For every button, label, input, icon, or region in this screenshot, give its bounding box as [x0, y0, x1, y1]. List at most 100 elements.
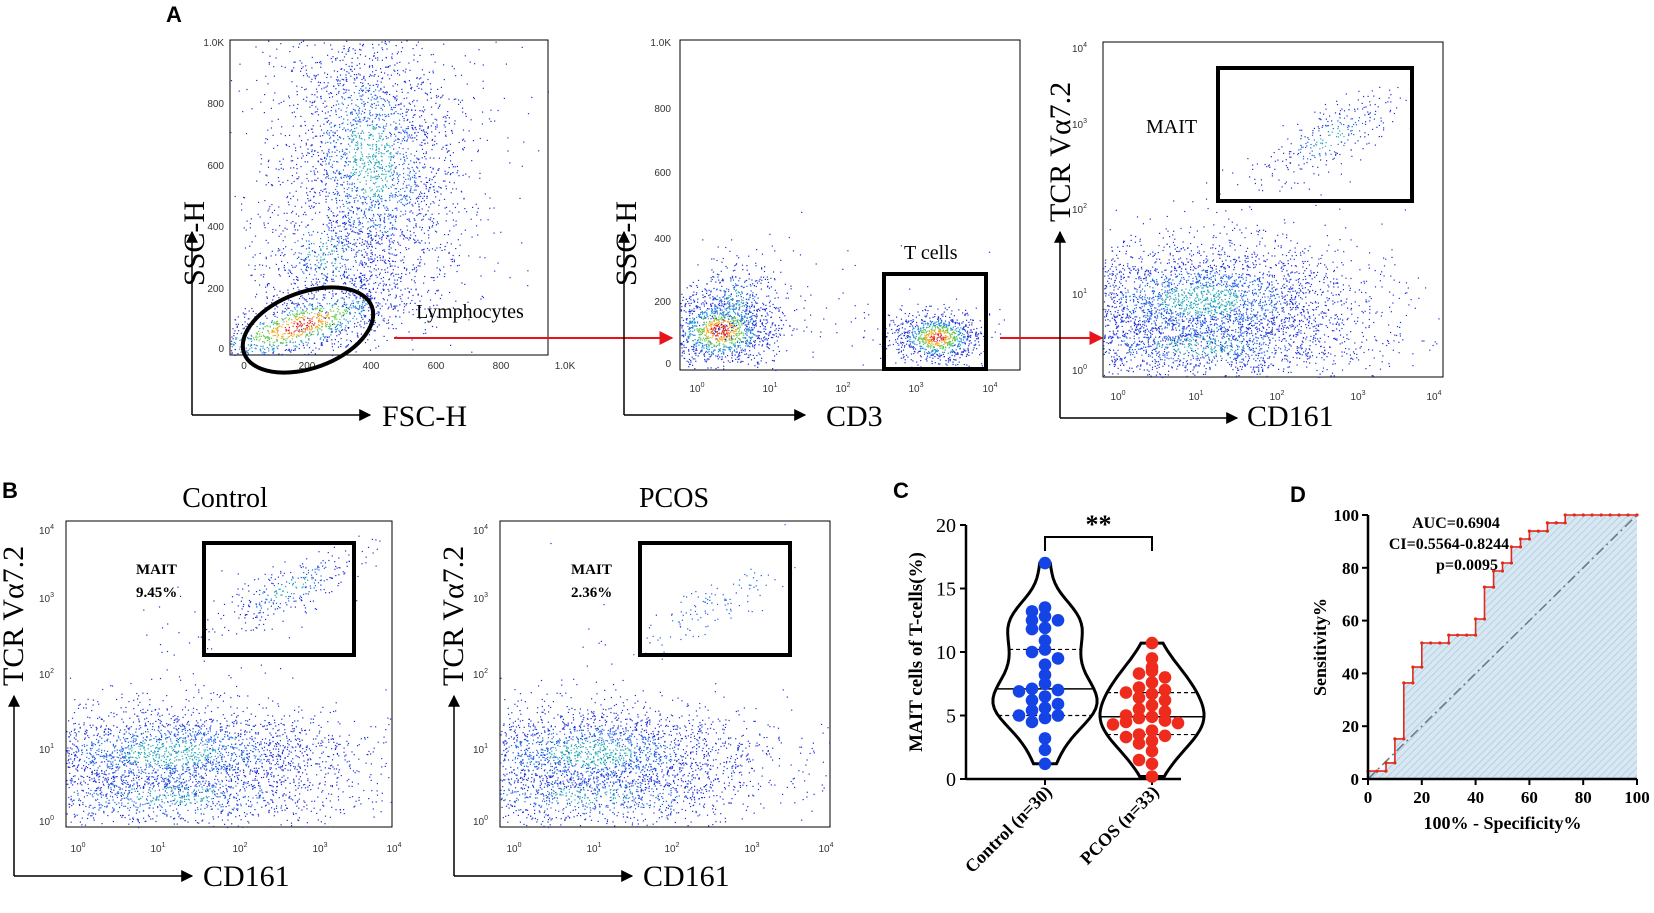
event-dot — [320, 63, 322, 65]
event-dot — [327, 111, 329, 113]
event-dot — [328, 222, 330, 224]
event-dot — [395, 104, 397, 106]
event-dot — [331, 297, 333, 299]
event-dot — [333, 193, 335, 196]
event-dot — [345, 306, 347, 308]
event-dot — [278, 103, 280, 105]
event-dot — [318, 318, 320, 320]
event-dot — [763, 350, 765, 352]
event-dot — [256, 180, 258, 182]
event-dot — [384, 146, 387, 149]
event-dot — [427, 78, 429, 81]
event-dot — [382, 98, 384, 100]
event-dot — [389, 146, 391, 148]
event-dot — [312, 284, 315, 286]
event-dot — [324, 317, 326, 319]
event-dot — [738, 323, 740, 326]
event-dot — [259, 323, 261, 325]
event-dot — [708, 337, 710, 339]
event-dot — [718, 344, 721, 346]
event-dot — [324, 263, 326, 265]
event-dot — [300, 340, 303, 342]
event-dot — [293, 253, 295, 256]
event-dot — [311, 283, 313, 285]
event-dot — [275, 305, 277, 307]
event-dot — [375, 264, 377, 266]
event-dot — [422, 251, 425, 253]
event-dot — [312, 327, 314, 329]
event-dot — [696, 328, 698, 330]
event-dot — [406, 157, 408, 159]
event-dot — [737, 327, 739, 330]
event-dot — [361, 274, 363, 276]
event-dot — [384, 42, 386, 44]
event-dot — [368, 159, 371, 161]
event-dot — [391, 145, 393, 147]
event-dot — [383, 99, 385, 101]
event-dot — [288, 204, 290, 206]
event-dot — [292, 233, 294, 235]
event-dot — [311, 303, 313, 305]
event-dot — [292, 287, 295, 290]
event-dot — [683, 346, 685, 348]
event-dot — [436, 267, 438, 269]
event-dot — [380, 68, 382, 70]
event-dot — [704, 311, 706, 313]
event-dot — [444, 170, 446, 172]
event-dot — [324, 117, 326, 120]
event-dot — [371, 217, 374, 219]
event-dot — [247, 352, 249, 354]
event-dot — [352, 223, 354, 225]
event-dot — [708, 353, 710, 355]
event-dot — [378, 140, 380, 142]
event-dot — [686, 319, 688, 321]
event-dot — [376, 97, 378, 99]
event-dot — [402, 148, 404, 150]
event-dot — [368, 245, 370, 248]
event-dot — [369, 206, 371, 208]
event-dot — [390, 151, 392, 154]
event-dot — [680, 342, 682, 345]
event-dot — [360, 285, 362, 287]
event-dot — [363, 243, 365, 245]
event-dot — [249, 245, 251, 247]
event-dot — [433, 279, 435, 282]
event-dot — [282, 304, 284, 306]
event-dot — [293, 323, 295, 325]
event-dot — [708, 348, 710, 350]
event-dot — [301, 245, 304, 247]
event-dot — [728, 334, 731, 337]
event-dot — [400, 102, 402, 104]
event-dot — [388, 245, 390, 247]
event-dot — [406, 187, 408, 189]
event-dot — [289, 51, 291, 53]
event-dot — [367, 97, 369, 99]
event-dot — [340, 338, 342, 340]
event-dot — [434, 230, 437, 232]
event-dot — [415, 185, 417, 187]
event-dot — [353, 243, 355, 245]
event-dot — [287, 201, 289, 203]
event-dot — [373, 128, 375, 130]
event-dot — [299, 313, 301, 315]
event-dot — [368, 132, 370, 134]
event-dot — [408, 168, 410, 170]
event-dot — [326, 322, 328, 324]
event-dot — [325, 201, 327, 203]
event-dot — [456, 270, 458, 273]
event-dot — [745, 298, 748, 300]
event-dot — [731, 354, 733, 356]
event-dot — [332, 295, 334, 297]
event-dot — [343, 318, 345, 320]
event-dot — [339, 318, 341, 320]
event-dot — [319, 281, 321, 283]
event-dot — [345, 239, 347, 242]
event-dot — [389, 316, 391, 318]
event-dot — [281, 353, 283, 355]
event-dot — [703, 329, 705, 331]
event-dot — [685, 303, 687, 305]
event-dot — [333, 125, 335, 128]
event-dot — [312, 187, 314, 189]
event-dot — [731, 305, 733, 307]
event-dot — [280, 43, 282, 45]
